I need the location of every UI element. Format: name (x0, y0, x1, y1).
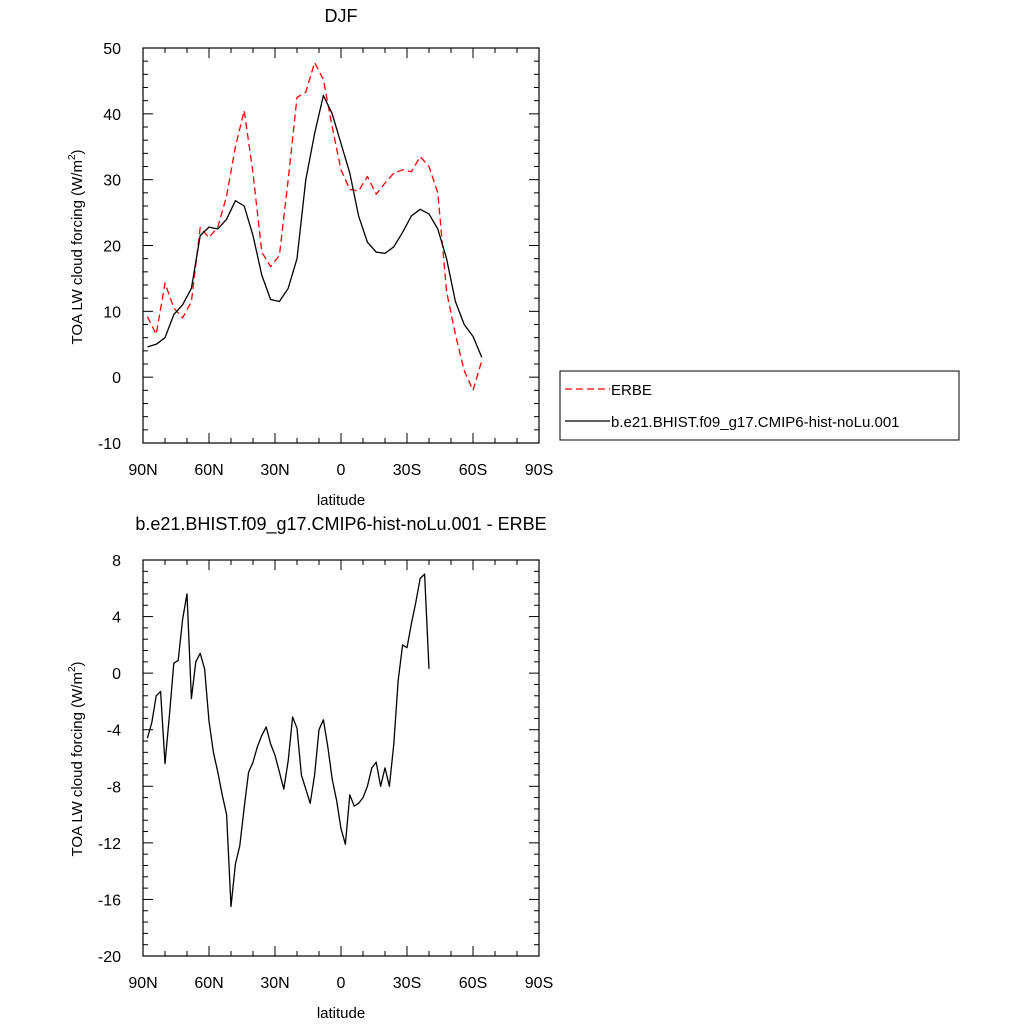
y-tick-label: 4 (112, 610, 121, 627)
chart-djf: DJF 90N 60N 30N 0 30S 60S 90S -10 0 10 20 30 40 50 la… (67, 6, 960, 509)
x-tick-label: 90S (525, 975, 553, 992)
y-tick-label: 20 (103, 239, 121, 256)
y-tick-label: 30 (103, 173, 121, 190)
chart-title: b.e21.BHIST.f09_g17.CMIP6-hist-noLu.001 … (135, 514, 546, 535)
x-tick-label: 90N (128, 975, 157, 992)
y-axis-label: TOA LW cloud forcing (W/m2) (67, 661, 86, 856)
chart-title: DJF (325, 6, 358, 26)
y-tick-label: -10 (98, 436, 121, 453)
x-tick-label: 90S (525, 462, 553, 479)
y-tick-label: -20 (98, 949, 121, 966)
plot-frame (142, 47, 540, 444)
chart-difference: b.e21.BHIST.f09_g17.CMIP6-hist-noLu.001 … (67, 514, 553, 1022)
x-tick-label: 30N (260, 975, 289, 992)
plot-frame (142, 559, 540, 957)
x-tick-label: 30S (393, 975, 421, 992)
legend: ERBE b.e21.BHIST.f09_g17.CMIP6-hist-noLu… (559, 370, 960, 441)
plot-area: 90N 60N 30N 0 30S 60S 90S -10 0 10 20 30 40 50 (98, 41, 553, 479)
y-tick-label: 8 (112, 553, 121, 570)
y-tick-label: -4 (107, 723, 121, 740)
series-line-b-e21-bhist-f09-g17-cmip6-hist-nolu-001 (147, 94, 483, 358)
y-tick-label: 10 (103, 304, 121, 321)
x-tick-label: 60N (194, 975, 223, 992)
x-axis-label: latitude (317, 1005, 365, 1022)
x-tick-label: 60S (459, 975, 487, 992)
legend-label-erbe: ERBE (611, 382, 652, 399)
legend-box (559, 370, 960, 441)
y-tick-label: 50 (103, 41, 121, 58)
y-tick-label: -16 (98, 892, 121, 909)
y-tick-label: 40 (103, 107, 121, 124)
y-tick-label: 0 (112, 666, 121, 683)
y-axis-label: TOA LW cloud forcing (W/m2) (67, 149, 86, 344)
x-tick-label: 60S (459, 462, 487, 479)
plot-area: 90N 60N 30N 0 30S 60S 90S -20 -16 -12 -8 -4 0 4 8 (98, 553, 553, 992)
x-tick-label: 30S (393, 462, 421, 479)
legend-label-model: b.e21.BHIST.f09_g17.CMIP6-hist-noLu.001 (611, 414, 900, 431)
series-line-difference (146, 573, 430, 908)
x-tick-label: 90N (128, 462, 157, 479)
y-tick-label: -8 (107, 779, 121, 796)
y-tick-label: 0 (112, 370, 121, 387)
x-tick-label: 0 (337, 462, 346, 479)
x-tick-label: 30N (260, 462, 289, 479)
x-axis-label: latitude (317, 492, 365, 509)
x-tick-label: 60N (194, 462, 223, 479)
y-tick-label: -12 (98, 836, 121, 853)
x-tick-label: 0 (337, 975, 346, 992)
series-line-erbe (146, 61, 483, 391)
